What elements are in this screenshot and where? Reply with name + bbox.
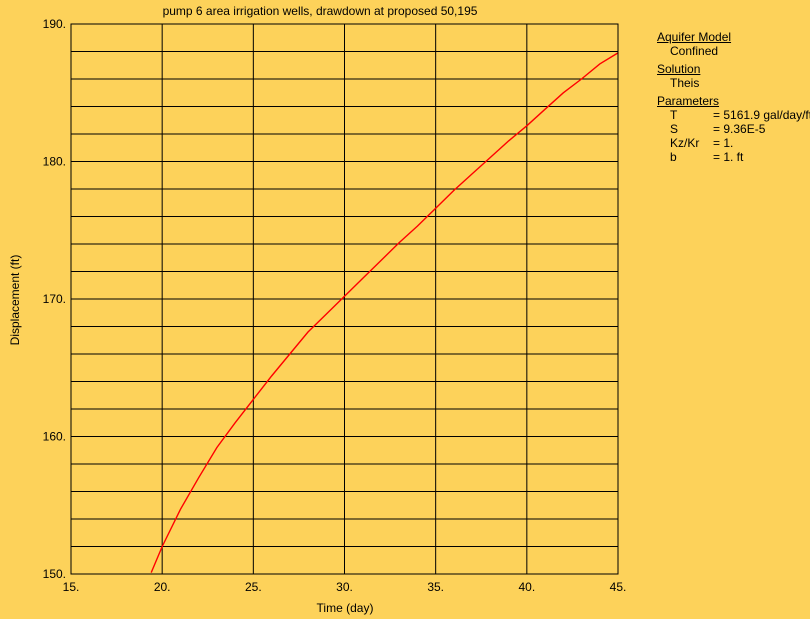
parameters-header: Parameters <box>657 94 720 108</box>
x-tick-label: 15. <box>63 580 80 594</box>
aquifer-model-value: Confined <box>670 44 719 58</box>
parameter-row: b = 1. ft <box>657 150 810 164</box>
parameter-row: T = 5161.9 gal/day/ft <box>657 108 810 122</box>
parameter-value: = 9.36E-5 <box>713 122 766 136</box>
y-tick-label: 160. <box>43 430 66 444</box>
grid-lines <box>70 23 619 575</box>
parameter-name: T <box>670 108 678 122</box>
y-tick-label: 170. <box>43 292 66 306</box>
solution-header: Solution <box>657 62 701 76</box>
x-tick-label: 20. <box>154 580 171 594</box>
x-tick-label: 40. <box>518 580 535 594</box>
y-tick-label: 190. <box>43 17 66 31</box>
solution-value: Theis <box>670 76 700 90</box>
parameter-value: = 5161.9 gal/day/ft <box>713 108 810 122</box>
parameter-value: = 1. ft <box>713 150 744 164</box>
x-tick-label: 35. <box>427 580 444 594</box>
y-tick-label: 150. <box>43 567 66 581</box>
parameter-name: b <box>670 150 677 164</box>
series-line <box>150 52 619 573</box>
parameter-name: S <box>670 122 679 136</box>
x-axis-ticks: 15. 20. 25. 30. 35. 40. 45. <box>63 580 627 594</box>
parameters-list: T = 5161.9 gal/day/ft S = 9.36E-5 Kz/Kr = 1. b… <box>657 108 810 164</box>
y-tick-label: 180. <box>43 155 66 169</box>
y-axis-ticks: 150. 160. 170. 180. 190. <box>43 17 66 581</box>
x-tick-label: 30. <box>336 580 353 594</box>
parameter-row: S = 9.36E-5 <box>657 122 810 136</box>
parameter-name: Kz/Kr <box>670 136 700 150</box>
legend-panel: Aquifer Model Confined Solution Theis Pa… <box>657 26 810 164</box>
plot-frame <box>70 23 619 575</box>
x-tick-label: 25. <box>245 580 262 594</box>
parameter-row: Kz/Kr = 1. <box>657 136 810 150</box>
x-tick-label: 45. <box>610 580 627 594</box>
parameter-value: = 1. <box>713 136 734 150</box>
x-axis-label: Time (day) <box>317 601 374 615</box>
y-axis-label: Displacement (ft) <box>8 255 22 346</box>
series-lines <box>150 52 619 573</box>
chart-title: pump 6 area irrigation wells, drawdown a… <box>163 4 478 18</box>
aquifer-model-header: Aquifer Model <box>657 30 732 44</box>
